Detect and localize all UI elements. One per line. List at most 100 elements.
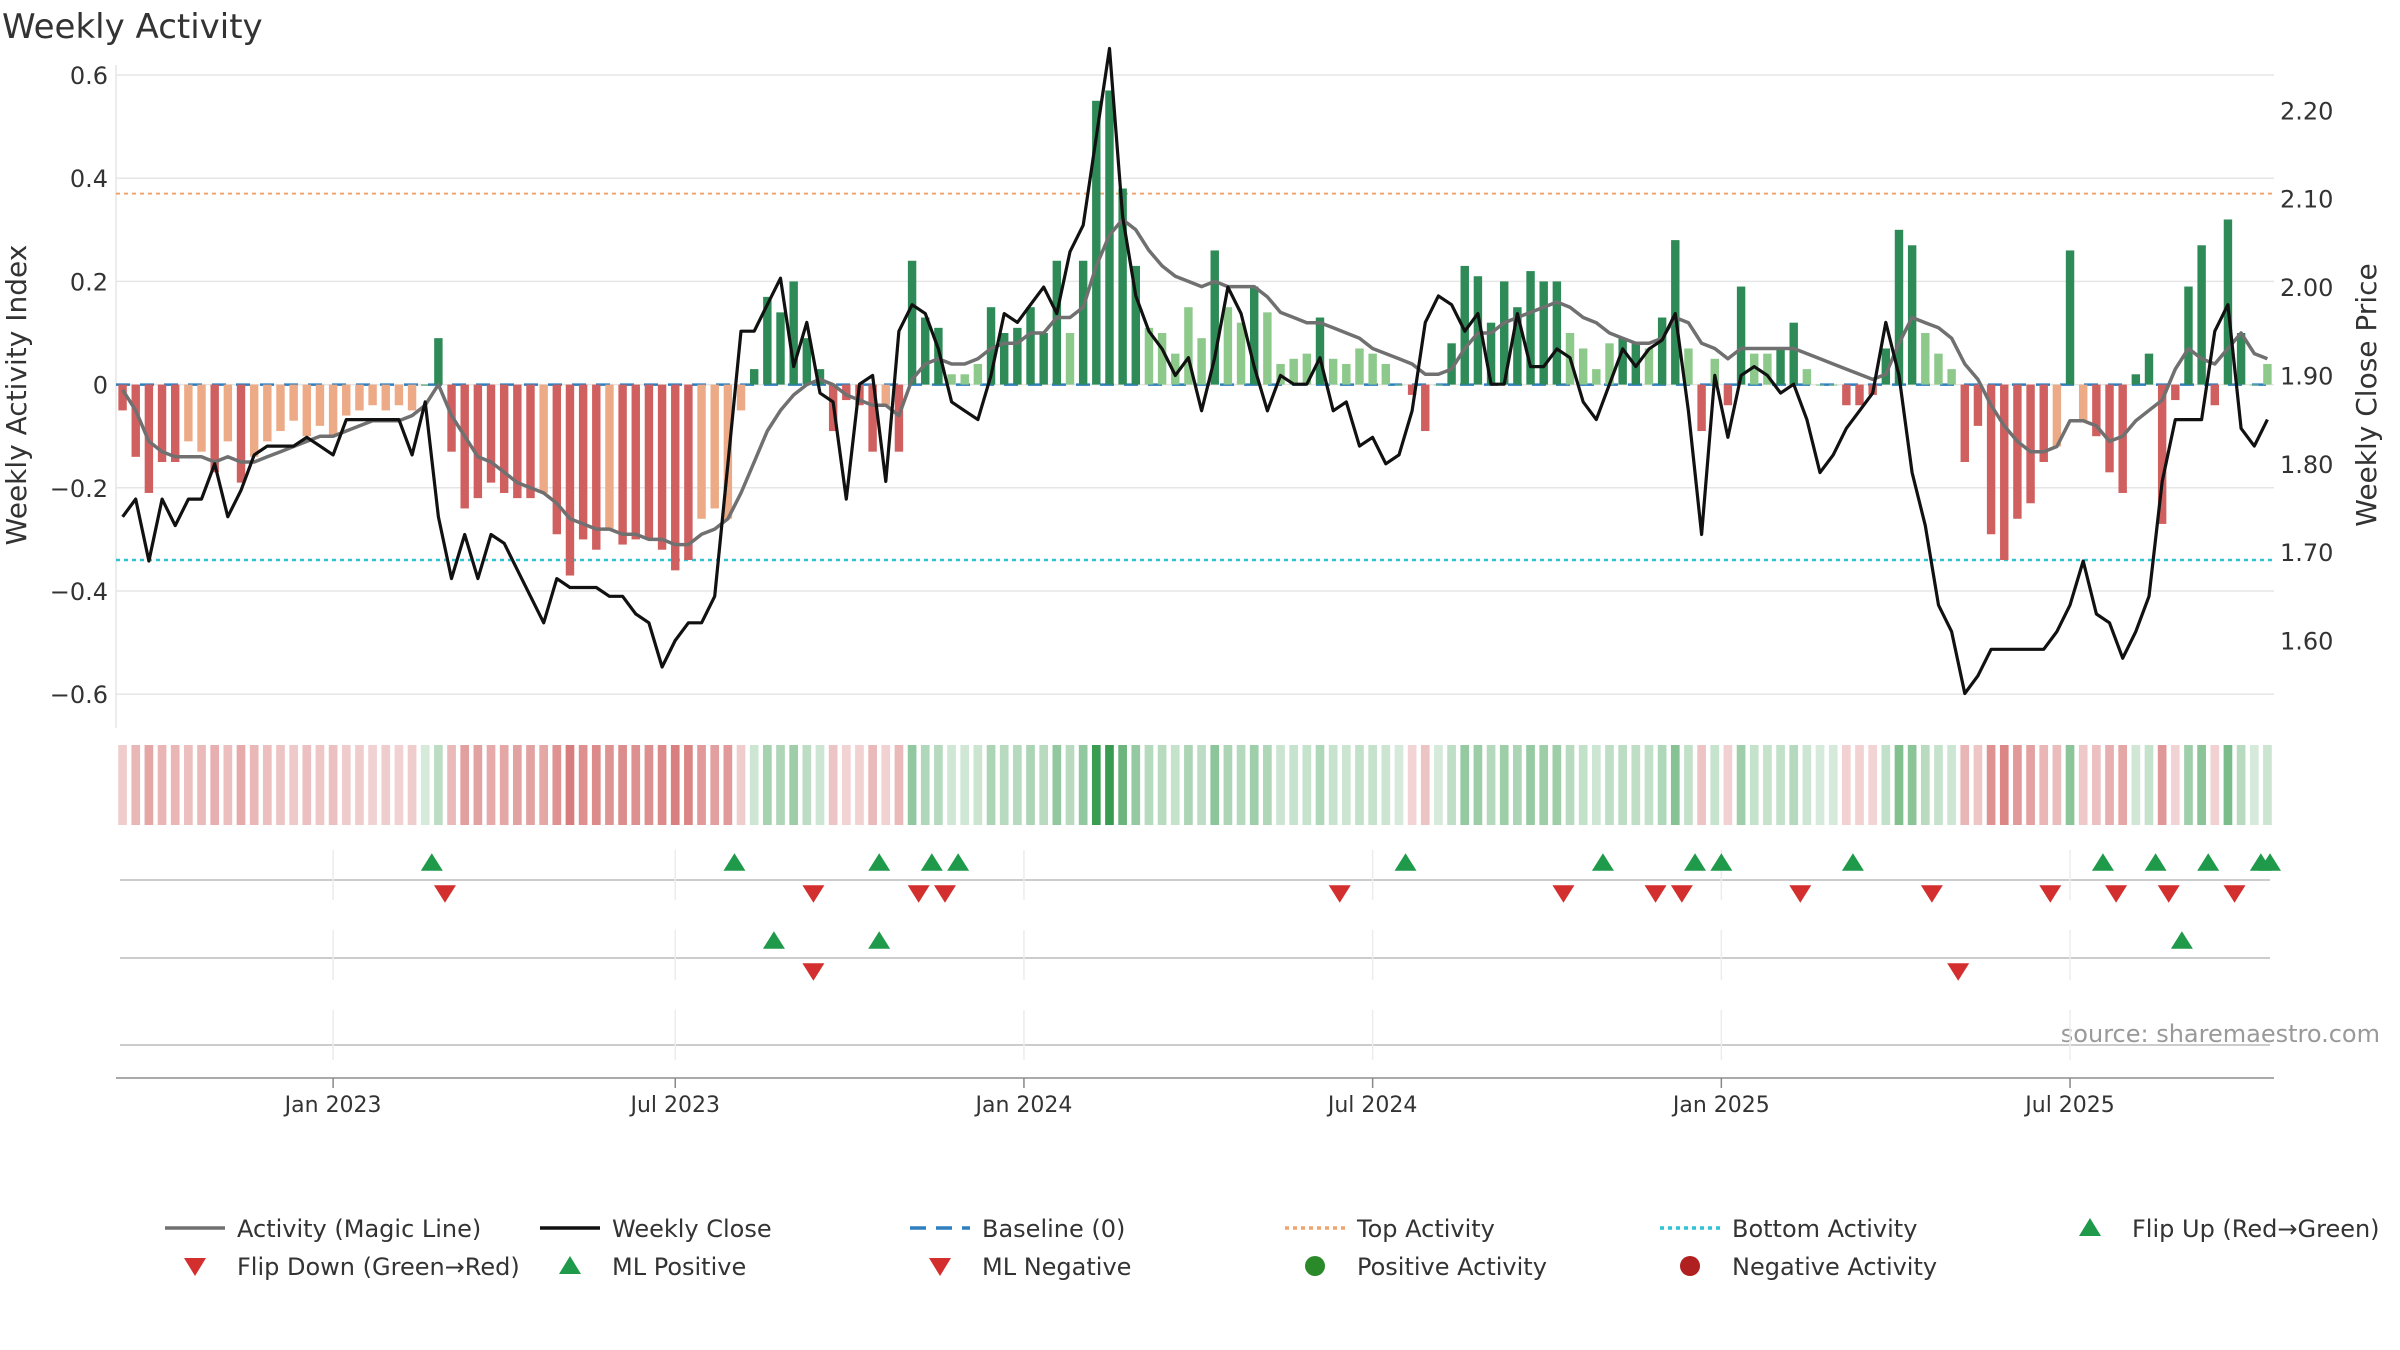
watermark: source: sharemaestro.com (2061, 1020, 2380, 1048)
activity-bar (565, 384, 575, 576)
heat-strip-cell (2131, 745, 2141, 825)
activity-bar (934, 327, 943, 385)
heat-strip-cell (960, 745, 970, 825)
activity-bar (184, 384, 193, 442)
activity-bar (736, 384, 746, 411)
activity-bar (1578, 348, 1588, 385)
y-left-tick-label: −0.4 (50, 578, 108, 606)
y-axis-left: 0.6 0.4 0.2 0 −0.2 −0.4 −0.6 (50, 62, 108, 709)
activity-bar (1723, 384, 1733, 406)
activity-bar (2078, 384, 2088, 421)
heat-strip-cell (1434, 745, 1443, 825)
activity-bar (1434, 384, 1443, 386)
heat-strip-cell (1934, 745, 1943, 825)
heat-strip-cell (591, 745, 601, 825)
heat-strip-cell (539, 745, 548, 825)
heat-strip-cell (1749, 745, 1759, 825)
heat-strip-cell (1170, 745, 1180, 825)
heat-strip-cell (1460, 745, 1470, 825)
activity-bar (342, 384, 351, 416)
heat-strip-cell (1026, 745, 1035, 825)
legend-swatch-triangle-up (559, 1256, 581, 1274)
activity-bar (1052, 260, 1062, 385)
x-tick-label: Jul 2024 (1326, 1093, 1418, 1118)
activity-bar (2157, 384, 2167, 524)
activity-bar (2184, 286, 2193, 385)
activity-bar (1592, 369, 1601, 385)
heat-strip-cell (1802, 745, 1812, 825)
activity-bar (749, 369, 759, 385)
activity-bar (1315, 317, 1325, 385)
heat-strip-cell (2144, 745, 2154, 825)
activity-bar (710, 384, 719, 509)
activity-bar (1144, 327, 1154, 385)
activity-bar (1460, 265, 1469, 385)
heat-strip-cell (1618, 745, 1627, 825)
heat-strip-cell (868, 745, 877, 825)
ml-negative-marker (1947, 963, 1970, 981)
activity-bar (592, 384, 601, 550)
heat-strip-cell (2013, 745, 2022, 825)
activity-bar (1473, 276, 1483, 385)
heat-strip-cell (1091, 745, 1101, 825)
activity-bar (1381, 363, 1391, 385)
flip-up-marker (1710, 853, 1733, 871)
heat-strip-cell (1973, 745, 1983, 825)
activity-bar (789, 281, 798, 385)
activity-bar (2131, 374, 2141, 385)
heat-strip-cell (1368, 745, 1377, 825)
activity-bar (355, 384, 364, 411)
legend: Activity (Magic Line) Weekly Close Baselin… (165, 1215, 2380, 1281)
activity-bar (842, 384, 851, 401)
activity-bar (2065, 250, 2075, 385)
flip-down-marker (907, 885, 930, 903)
heat-strip-cell (289, 745, 298, 825)
activity-bar (894, 384, 904, 452)
heat-strip-cell (341, 745, 351, 825)
flip-down-marker (1789, 885, 1812, 903)
heat-strip-cell (1052, 745, 1062, 825)
flip-up-marker (2259, 853, 2281, 871)
heat-strip-cell (1657, 745, 1667, 825)
heat-strip-cell (631, 745, 641, 825)
activity-bar (1526, 271, 1535, 385)
heat-strip-cell (118, 745, 127, 825)
heat-strip-cell (1684, 745, 1693, 825)
legend-label: Activity (Magic Line) (237, 1215, 481, 1243)
activity-bar (460, 384, 469, 509)
x-tick-label: Jan 2024 (973, 1093, 1072, 1118)
heat-strip-cell (776, 745, 785, 825)
activity-bar (1328, 358, 1338, 385)
activity-bar (328, 384, 338, 437)
heat-strip-cell (2078, 745, 2088, 825)
activity-bar (289, 384, 298, 421)
legend-swatch-circle (1305, 1256, 1325, 1276)
flip-up-marker (723, 853, 746, 871)
activity-bar (2263, 363, 2272, 385)
activity-bar (276, 384, 285, 432)
y-axis-left-label: Weekly Activity Index (0, 245, 33, 546)
legend-label: Flip Up (Red→Green) (2132, 1215, 2380, 1243)
heat-strip-cell (1565, 745, 1575, 825)
heat-strip-cell (315, 745, 325, 825)
activity-bar (2223, 219, 2233, 385)
heat-strip-cell (802, 745, 812, 825)
activity-bar (2118, 384, 2127, 493)
x-tick-label: Jul 2025 (2023, 1093, 2115, 1118)
activity-bar (1710, 358, 1719, 385)
activity-bar (1171, 353, 1180, 385)
heat-strip-cell (2184, 745, 2193, 825)
heat-strip-cell (710, 745, 720, 825)
flip-down-marker (2105, 885, 2128, 903)
x-tick-label: Jul 2023 (628, 1093, 720, 1118)
heat-strip-cell (447, 745, 456, 825)
activity-bar (763, 296, 772, 385)
activity-bar (1644, 348, 1654, 385)
activity-bar (210, 384, 219, 473)
x-axis: Jan 2023 Jul 2023 Jan 2024 Jul 2024 Jan 2025… (116, 1077, 2274, 1118)
heat-strip-cell (210, 745, 220, 825)
heat-strip-cell (1157, 745, 1167, 825)
activity-bar (473, 384, 483, 499)
heat-strip-cell (1776, 745, 1785, 825)
heat-strip-cell (420, 745, 430, 825)
